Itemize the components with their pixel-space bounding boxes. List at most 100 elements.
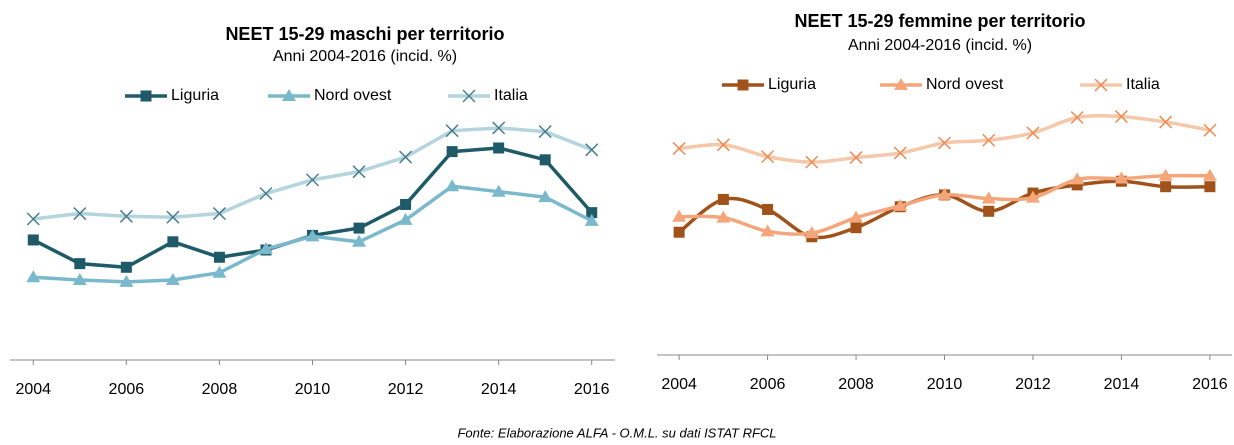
marker xyxy=(26,212,40,226)
marker xyxy=(1070,172,1085,185)
chart-title: NEET 15-29 femmine per territorio xyxy=(794,11,1085,31)
legend-marker xyxy=(140,90,152,102)
marker xyxy=(585,143,599,157)
marker xyxy=(1204,181,1216,193)
marker xyxy=(212,207,226,221)
marker xyxy=(167,236,179,248)
marker xyxy=(981,191,996,204)
marker xyxy=(1114,110,1128,124)
x-tick-label: 2010 xyxy=(927,376,963,393)
marker xyxy=(119,274,134,287)
legend-label: Italia xyxy=(1126,76,1160,93)
x-tick-label: 2010 xyxy=(295,381,331,398)
marker xyxy=(353,222,365,234)
legend-marker xyxy=(1094,78,1108,92)
marker xyxy=(1114,171,1129,184)
marker xyxy=(166,210,180,224)
series-line xyxy=(33,126,593,221)
legend-marker xyxy=(462,89,476,103)
marker xyxy=(849,210,864,223)
legend-marker xyxy=(737,79,749,91)
x-tick-label: 2008 xyxy=(838,376,874,393)
marker xyxy=(983,205,995,217)
marker xyxy=(539,154,551,166)
marker xyxy=(586,207,598,219)
marker xyxy=(716,138,730,152)
marker xyxy=(716,210,731,223)
x-tick-label: 2014 xyxy=(481,381,517,398)
legend-label: Italia xyxy=(494,87,528,104)
marker xyxy=(762,203,774,215)
marker xyxy=(398,212,413,225)
marker xyxy=(849,151,863,165)
marker xyxy=(73,207,87,221)
marker xyxy=(893,198,908,211)
legend-label: Nord ovest xyxy=(314,87,392,104)
marker xyxy=(761,150,775,164)
marker xyxy=(72,273,87,286)
marker xyxy=(445,179,460,192)
marker xyxy=(937,187,952,200)
marker xyxy=(982,133,996,147)
x-tick-label: 2008 xyxy=(202,381,238,398)
marker xyxy=(937,136,952,150)
marker xyxy=(850,222,862,234)
marker xyxy=(1202,168,1217,181)
marker xyxy=(717,193,729,205)
marker xyxy=(492,121,506,135)
series-line xyxy=(32,146,594,270)
marker xyxy=(74,258,86,270)
x-tick-label: 2014 xyxy=(1104,376,1140,393)
marker xyxy=(259,186,273,201)
marker xyxy=(119,209,133,223)
marker xyxy=(352,234,367,247)
legend-marker xyxy=(282,89,296,101)
x-tick-label: 2012 xyxy=(388,381,424,398)
marker xyxy=(213,251,225,263)
marker xyxy=(165,273,180,286)
marker xyxy=(673,226,685,238)
marker xyxy=(446,146,458,158)
x-tick-label: 2012 xyxy=(1015,376,1051,393)
marker xyxy=(1025,190,1040,203)
marker xyxy=(893,146,907,160)
marker xyxy=(538,190,553,203)
marker xyxy=(672,141,686,155)
x-tick-label: 2004 xyxy=(15,381,51,398)
marker xyxy=(491,184,506,197)
marker xyxy=(1159,115,1173,129)
marker xyxy=(305,229,320,242)
marker xyxy=(26,270,41,283)
marker xyxy=(27,234,39,246)
series-line xyxy=(678,113,1211,164)
marker xyxy=(352,165,366,179)
x-tick-label: 2016 xyxy=(1192,376,1228,393)
marker xyxy=(305,173,320,187)
marker xyxy=(1026,126,1040,140)
marker xyxy=(399,150,413,164)
marker xyxy=(1071,179,1083,191)
x-tick-label: 2006 xyxy=(750,376,786,393)
legend-label: Nord ovest xyxy=(926,76,1004,93)
marker xyxy=(1160,181,1172,193)
x-tick-label: 2016 xyxy=(574,381,610,398)
chart-title: NEET 15-29 maschi per territorio xyxy=(225,24,504,44)
source-note: Fonte: Elaborazione ALFA - O.M.L. su dat… xyxy=(457,425,776,440)
marker xyxy=(760,224,775,237)
marker xyxy=(1158,168,1173,181)
marker xyxy=(804,226,819,239)
marker xyxy=(120,261,132,273)
marker xyxy=(258,242,273,255)
marker xyxy=(1070,110,1084,125)
legend-label: Liguria xyxy=(171,87,219,104)
marker xyxy=(400,198,412,210)
chart-subtitle: Anni 2004-2016 (incid. %) xyxy=(848,37,1032,54)
x-tick-label: 2004 xyxy=(661,376,697,393)
marker xyxy=(672,209,687,222)
marker xyxy=(584,213,599,226)
marker xyxy=(493,142,505,154)
legend-label: Liguria xyxy=(768,76,816,93)
marker xyxy=(805,155,819,169)
marker xyxy=(212,265,227,278)
